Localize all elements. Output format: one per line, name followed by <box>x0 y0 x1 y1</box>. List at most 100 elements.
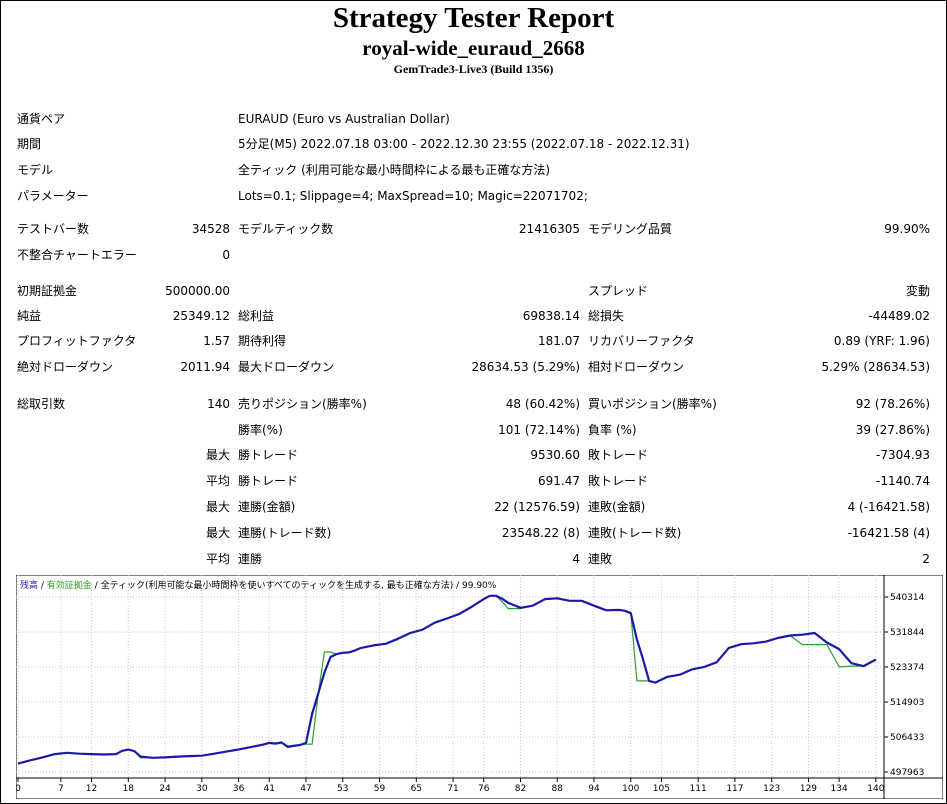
avg-loss-label: 敗トレード <box>588 474 649 488</box>
y-tick-label: 523374 <box>890 663 925 673</box>
cons-losses-amount-label: 連敗(金額) <box>588 500 646 514</box>
loss-rate-value: 39 (27.86%) <box>855 423 930 437</box>
profit-factor-label: プロフィットファクタ <box>17 334 137 348</box>
max-label: 最大 <box>205 448 230 462</box>
abs-drawdown-label: 絶対ドローダウン <box>17 360 114 374</box>
quality-label: モデリング品質 <box>588 222 673 236</box>
report-subtitle: royal-wide_euraud_2668 <box>362 36 585 60</box>
avg-loss-streak-value: 2 <box>922 552 930 566</box>
x-tick-label: 88 <box>552 784 564 794</box>
symbol-value: EURAUD (Euro vs Australian Dollar) <box>238 112 450 126</box>
balance-chart: 残高 / 有効証拠金 / 全ティック(利用可能な最小時間枠を使いすべてのティック… <box>16 575 943 799</box>
x-tick-label: 59 <box>374 784 386 794</box>
quality-value: 99.90% <box>884 222 930 236</box>
legend-quality: 99.90% <box>462 581 497 591</box>
params-value: Lots=0.1; Slippage=4; MaxSpread=10; Magi… <box>238 189 588 203</box>
x-tick-label: 123 <box>763 784 780 794</box>
ticks-value: 21416305 <box>518 222 580 236</box>
largest-win-value: 9530.60 <box>530 448 580 462</box>
x-tick-label: 94 <box>588 784 600 794</box>
x-tick-label: 47 <box>300 784 311 794</box>
loss-rate-label: 負率 (%) <box>588 423 637 437</box>
legend-equity: 有効証拠金 <box>47 579 92 591</box>
x-tick-label: 65 <box>411 784 422 794</box>
x-tick-label: 134 <box>831 784 848 794</box>
x-tick-label: 105 <box>653 784 670 794</box>
largest-loss-value: -7304.93 <box>876 448 930 462</box>
x-tick-label: 18 <box>123 784 135 794</box>
x-tick-label: 36 <box>233 784 245 794</box>
largest-win-label: 勝トレード <box>238 448 299 462</box>
x-tick-label: 82 <box>515 784 526 794</box>
largest-loss-label: 敗トレード <box>588 448 649 462</box>
short-positions-value: 48 (60.42%) <box>505 397 580 411</box>
x-tick-label: 24 <box>159 784 171 794</box>
params-label: パラメーター <box>17 189 89 203</box>
symbol-label: 通貨ペア <box>17 112 66 126</box>
long-positions-value: 92 (78.26%) <box>855 397 930 411</box>
max-label: 最大 <box>205 526 230 540</box>
period-value: 5分足(M5) 2022.07.18 03:00 - 2022.12.30 23… <box>238 137 690 151</box>
short-positions-label: 売りポジション(勝率%) <box>238 397 367 411</box>
net-profit-label: 純益 <box>17 309 42 323</box>
y-tick-label: 514903 <box>890 698 924 708</box>
ticks-label: モデルティック数 <box>238 222 334 236</box>
deposit-label: 初期証拠金 <box>17 284 78 298</box>
avg-label: 平均 <box>205 474 230 488</box>
x-tick-label: 53 <box>337 784 348 794</box>
gross-loss-label: 総損失 <box>588 309 625 323</box>
avg-win-value: 691.47 <box>538 474 580 488</box>
total-trades-label: 総取引数 <box>17 397 66 411</box>
x-tick-label: 41 <box>264 784 275 794</box>
x-tick-label: 30 <box>196 784 208 794</box>
avg-label: 平均 <box>205 552 230 566</box>
legend-sep: / <box>38 581 47 591</box>
cons-wins-count-label: 連勝(トレード数) <box>238 526 332 540</box>
x-tick-label: 7 <box>58 784 64 794</box>
x-tick-label: 12 <box>86 784 97 794</box>
grid-layer <box>16 575 884 778</box>
legend-sep: / <box>453 581 462 591</box>
gross-profit-value: 69838.14 <box>522 309 580 323</box>
max-drawdown-label: 最大ドローダウン <box>238 360 335 374</box>
chart-border <box>16 575 943 799</box>
profit-factor-value: 1.57 <box>203 334 230 348</box>
y-tick-label: 506433 <box>890 733 924 743</box>
balance-line <box>17 594 877 765</box>
avg-win-label: 勝トレード <box>238 474 299 488</box>
avg-win-streak-value: 4 <box>572 552 580 566</box>
win-rate-value: 101 (72.14%) <box>498 423 580 437</box>
x-tick-label: 100 <box>622 784 639 794</box>
gross-loss-value: -44489.02 <box>868 309 930 323</box>
gross-profit-label: 総利益 <box>238 309 275 323</box>
x-tick-label: 129 <box>800 784 817 794</box>
cons-losses-amount-value: 4 (-16421.58) <box>847 500 930 514</box>
server-build: GemTrade3-Live3 (Build 1356) <box>393 62 554 76</box>
spread-label: スプレッド <box>588 284 649 298</box>
model-value: 全ティック (利用可能な最小時間枠による最も正確な方法) <box>238 163 551 177</box>
cons-losses-count-value: -16421.58 (4) <box>847 526 930 540</box>
model-label: モデル <box>17 163 54 177</box>
y-tick-label: 540314 <box>890 593 925 603</box>
cons-wins-count-value: 23548.22 (8) <box>501 526 580 540</box>
mismatch-value: 0 <box>222 248 230 262</box>
x-tick-label: 111 <box>690 784 707 794</box>
legend-sep: / <box>92 581 101 591</box>
recovery-factor-label: リカバリーファクタ <box>588 334 695 348</box>
rel-drawdown-value: 5.29% (28634.53) <box>821 360 930 374</box>
expected-payoff-label: 期待利得 <box>238 334 287 348</box>
spread-value: 変動 <box>905 284 930 298</box>
x-tick-label: 71 <box>447 784 458 794</box>
win-rate-label: 勝率(%) <box>238 423 283 437</box>
cons-wins-amount-label: 連勝(金額) <box>238 500 296 514</box>
x-tick-label: 76 <box>478 784 490 794</box>
max-drawdown-value: 28634.53 (5.29%) <box>471 360 580 374</box>
series-layer <box>17 594 877 765</box>
max-label: 最大 <box>205 500 230 514</box>
avg-win-streak-label: 連勝 <box>238 552 263 566</box>
x-tick-label: 0 <box>16 784 21 794</box>
y-tick-label: 531844 <box>890 628 925 638</box>
avg-loss-streak-label: 連敗 <box>588 552 613 566</box>
bars-label: テストバー数 <box>17 222 90 236</box>
